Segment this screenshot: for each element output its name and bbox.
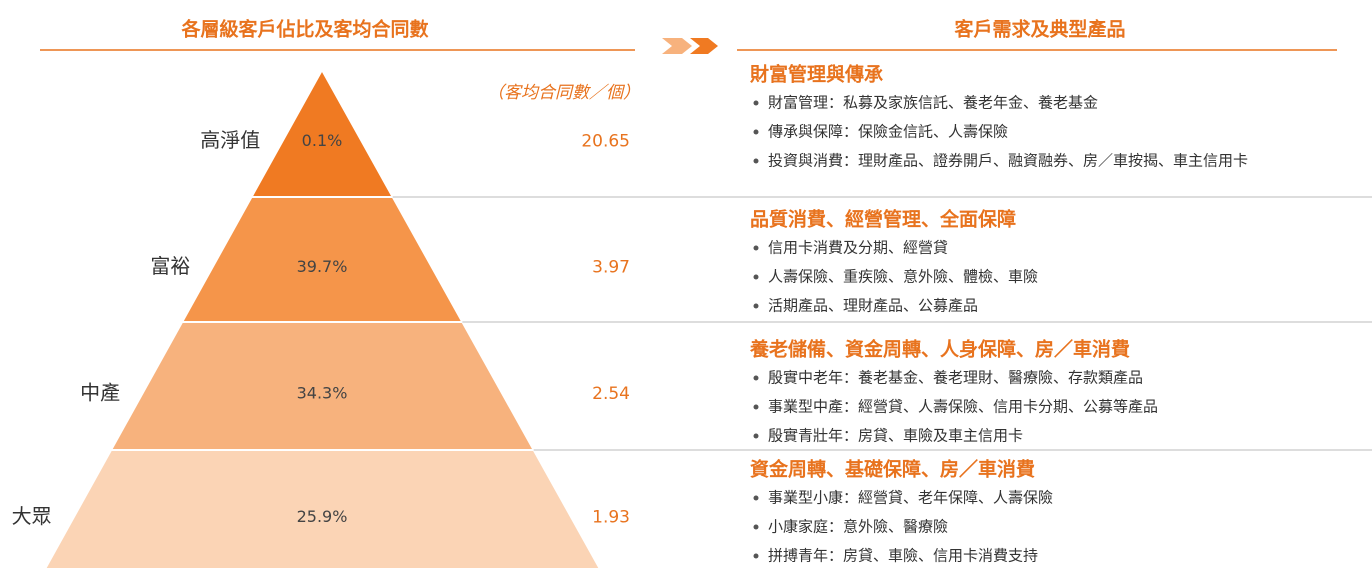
unit-note: （客均合同數／個）	[487, 83, 640, 103]
section-item: 傳承與保障：保險金信託、人壽保險	[768, 123, 1008, 141]
bullet	[753, 158, 759, 164]
section-item: 財富管理：私募及家族信託、養老年金、養老基金	[768, 94, 1098, 112]
section-item: 拼搏青年：房貸、車險、信用卡消費支持	[768, 547, 1038, 565]
section-item: 信用卡消費及分期、經營貸	[768, 239, 948, 257]
section-heading: 資金周轉、基礎保障、房／車消費	[750, 458, 1035, 481]
section-item: 事業型小康：經營貸、老年保障、人壽保險	[768, 489, 1053, 507]
chevron	[690, 38, 718, 54]
bullet	[753, 433, 759, 439]
bullet	[753, 303, 759, 309]
section-item: 殷實中老年：養老基金、養老理財、醫療險、存款類產品	[768, 369, 1143, 387]
left-title: 各層級客戶佔比及客均合同數	[180, 18, 428, 41]
tier-name: 中產	[80, 381, 120, 405]
section-item: 小康家庭：意外險、醫療險	[768, 518, 948, 536]
section-heading: 財富管理與傳承	[750, 63, 883, 86]
tier-name: 大眾	[12, 504, 52, 528]
bullet	[753, 274, 759, 280]
tier-contracts: 3.97	[592, 258, 630, 278]
bullet	[753, 245, 759, 251]
section-item: 人壽保險、重疾險、意外險、體檢、車險	[768, 268, 1038, 286]
tier-share: 34.3%	[297, 384, 348, 403]
tier-name: 富裕	[150, 254, 190, 278]
section-item: 事業型中產：經營貸、人壽保險、信用卡分期、公募等產品	[768, 398, 1158, 416]
chevron	[662, 38, 692, 54]
tier-share: 39.7%	[297, 257, 348, 276]
bullet	[753, 553, 759, 559]
bullet	[753, 100, 759, 106]
bullet	[753, 129, 759, 135]
tier-share: 25.9%	[297, 507, 348, 526]
bullet	[753, 404, 759, 410]
section-heading: 養老儲備、資金周轉、人身保障、房／車消費	[749, 338, 1130, 361]
section-heading: 品質消費、經營管理、全面保障	[750, 208, 1016, 231]
pyramid-layer	[43, 449, 602, 569]
section-item: 投資與消費：理財產品、證券開戶、融資融券、房／車按揭、車主信用卡	[768, 152, 1248, 170]
tier-contracts: 20.65	[581, 132, 630, 152]
section-item: 活期產品、理財產品、公募產品	[768, 297, 978, 315]
tier-name: 高淨值	[200, 128, 260, 152]
tier-contracts: 1.93	[592, 508, 630, 528]
bullet	[753, 375, 759, 381]
section-item: 殷實青壯年：房貸、車險及車主信用卡	[768, 427, 1023, 445]
bullet	[753, 524, 759, 530]
tier-contracts: 2.54	[592, 384, 630, 404]
bullet	[753, 495, 759, 501]
right-title: 客戶需求及典型產品	[954, 18, 1125, 41]
tier-share: 0.1%	[302, 131, 343, 150]
